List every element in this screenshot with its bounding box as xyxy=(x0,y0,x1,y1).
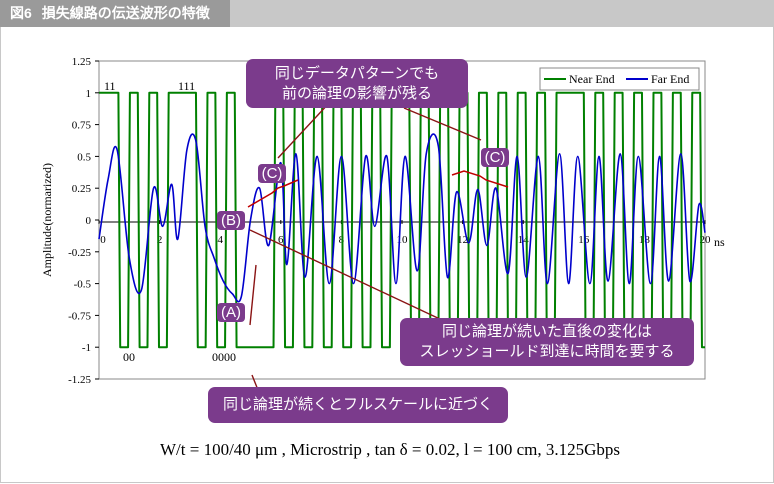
y-tick-label: -1 xyxy=(82,342,91,354)
annotation-00: 00 xyxy=(123,350,135,364)
y-tick-label: -0.25 xyxy=(68,247,91,259)
x-axis-unit: ns xyxy=(714,235,725,249)
tag-c1: (C) xyxy=(258,164,286,183)
x-tick-label: 10 xyxy=(397,234,409,246)
callout-top-line-2: 前の論理の影響が残る xyxy=(281,85,432,102)
x-tick-label: 6 xyxy=(278,234,284,246)
callout-right-line-2: スレッショールド到達に時間を要する xyxy=(419,343,675,360)
y-tick-label: 1 xyxy=(86,88,92,100)
figure-header: 図6 損失線路の伝送波形の特徴 xyxy=(0,0,774,27)
x-ticks: 0 2 4 6 8 10 12 14 16 18 20 xyxy=(98,220,712,246)
figure-title: 損失線路の伝送波形の特徴 xyxy=(41,5,210,21)
x-tick-label: 2 xyxy=(157,234,163,246)
callout-threshold-delay: 同じ論理が続いた直後の変化は スレッショールド到達に時間を要する xyxy=(400,318,694,366)
y-tick-label: -0.5 xyxy=(74,279,92,291)
legend: Near End Far End xyxy=(539,67,700,91)
annotation-11: 11 xyxy=(104,79,116,93)
figure-label: 図6 xyxy=(10,5,32,21)
y-tick-label: 0.5 xyxy=(77,151,91,163)
callout-full-scale: 同じ論理が続くとフルスケールに近づく xyxy=(208,387,508,423)
y-tick-label: 0.75 xyxy=(72,120,92,132)
y-tick-label: 0 xyxy=(86,215,92,227)
tag-c2: (C) xyxy=(481,148,509,167)
bracket-c1 xyxy=(247,179,299,208)
y-tick-label: 1.25 xyxy=(72,56,92,68)
conditions-formula: W/t = 100/40 μm , Microstrip , tan δ = 0… xyxy=(160,440,620,459)
x-tick-label: 4 xyxy=(217,234,223,246)
bracket-c2 xyxy=(451,170,509,188)
x-tick-label: 18 xyxy=(639,234,651,246)
x-tick-label: 12 xyxy=(457,234,468,246)
callout-top-line-1: 同じデータパターンでも xyxy=(274,65,440,82)
callout-right-line-1: 同じ論理が続いた直後の変化は xyxy=(441,323,652,340)
x-tick-label: 20 xyxy=(700,234,712,246)
y-ticks: 1.25 1 0.75 0.5 0.25 0 -0.25 -0.5 -0.75 -1 -1.25 xyxy=(68,56,99,386)
figure-title-block: 図6 損失線路の伝送波形の特徴 xyxy=(0,0,230,27)
y-tick-label: -1.25 xyxy=(68,374,91,386)
y-axis-label: Amplitude(normarized) xyxy=(40,163,54,277)
series-far-end xyxy=(98,133,706,303)
annotation-111: 111 xyxy=(178,79,195,93)
tag-a: (A) xyxy=(217,303,245,322)
y-tick-label: 0.25 xyxy=(72,183,92,195)
tag-b: (B) xyxy=(217,211,245,230)
callout-previous-logic: 同じデータパターンでも 前の論理の影響が残る xyxy=(246,59,468,108)
callout-bottom-text: 同じ論理が続くとフルスケールに近づく xyxy=(222,396,493,413)
legend-far-label: Far End xyxy=(651,72,689,86)
annotation-0000: 0000 xyxy=(212,350,236,364)
x-tick-label: 0 xyxy=(100,234,106,246)
legend-near-label: Near End xyxy=(569,72,615,86)
y-tick-label: -0.75 xyxy=(68,310,91,322)
pointer-lines xyxy=(249,101,482,401)
